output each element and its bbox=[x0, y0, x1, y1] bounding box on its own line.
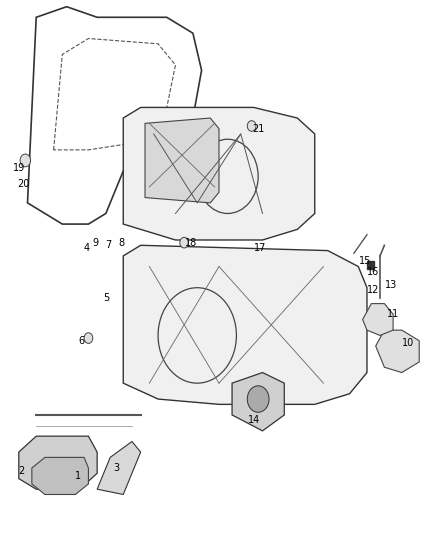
Circle shape bbox=[20, 154, 31, 167]
Text: 2: 2 bbox=[18, 466, 24, 475]
Polygon shape bbox=[19, 436, 97, 489]
Circle shape bbox=[247, 120, 256, 131]
Text: 18: 18 bbox=[184, 238, 197, 248]
Text: 15: 15 bbox=[359, 256, 371, 266]
Text: 16: 16 bbox=[367, 267, 380, 277]
Polygon shape bbox=[367, 261, 374, 269]
Polygon shape bbox=[32, 457, 88, 495]
Polygon shape bbox=[97, 441, 141, 495]
Text: 6: 6 bbox=[79, 336, 85, 346]
Circle shape bbox=[247, 386, 269, 413]
Text: 8: 8 bbox=[118, 238, 124, 248]
Text: 19: 19 bbox=[13, 164, 25, 173]
Polygon shape bbox=[363, 304, 393, 335]
Text: 11: 11 bbox=[387, 309, 399, 319]
Polygon shape bbox=[145, 118, 219, 203]
Polygon shape bbox=[232, 373, 284, 431]
Text: 12: 12 bbox=[367, 285, 380, 295]
Text: 20: 20 bbox=[17, 179, 29, 189]
Text: 13: 13 bbox=[385, 280, 397, 290]
Polygon shape bbox=[123, 108, 315, 240]
Text: 14: 14 bbox=[248, 415, 260, 425]
Text: 9: 9 bbox=[92, 238, 98, 248]
Text: 1: 1 bbox=[74, 471, 81, 481]
Text: 21: 21 bbox=[252, 124, 265, 134]
Polygon shape bbox=[376, 330, 419, 373]
Circle shape bbox=[84, 333, 93, 343]
Text: 3: 3 bbox=[113, 463, 120, 473]
Text: 10: 10 bbox=[402, 338, 414, 349]
Text: 7: 7 bbox=[105, 240, 111, 251]
Polygon shape bbox=[123, 245, 367, 405]
Circle shape bbox=[180, 237, 188, 248]
Text: 17: 17 bbox=[254, 243, 267, 253]
Text: 5: 5 bbox=[103, 293, 109, 303]
Text: 4: 4 bbox=[83, 243, 89, 253]
